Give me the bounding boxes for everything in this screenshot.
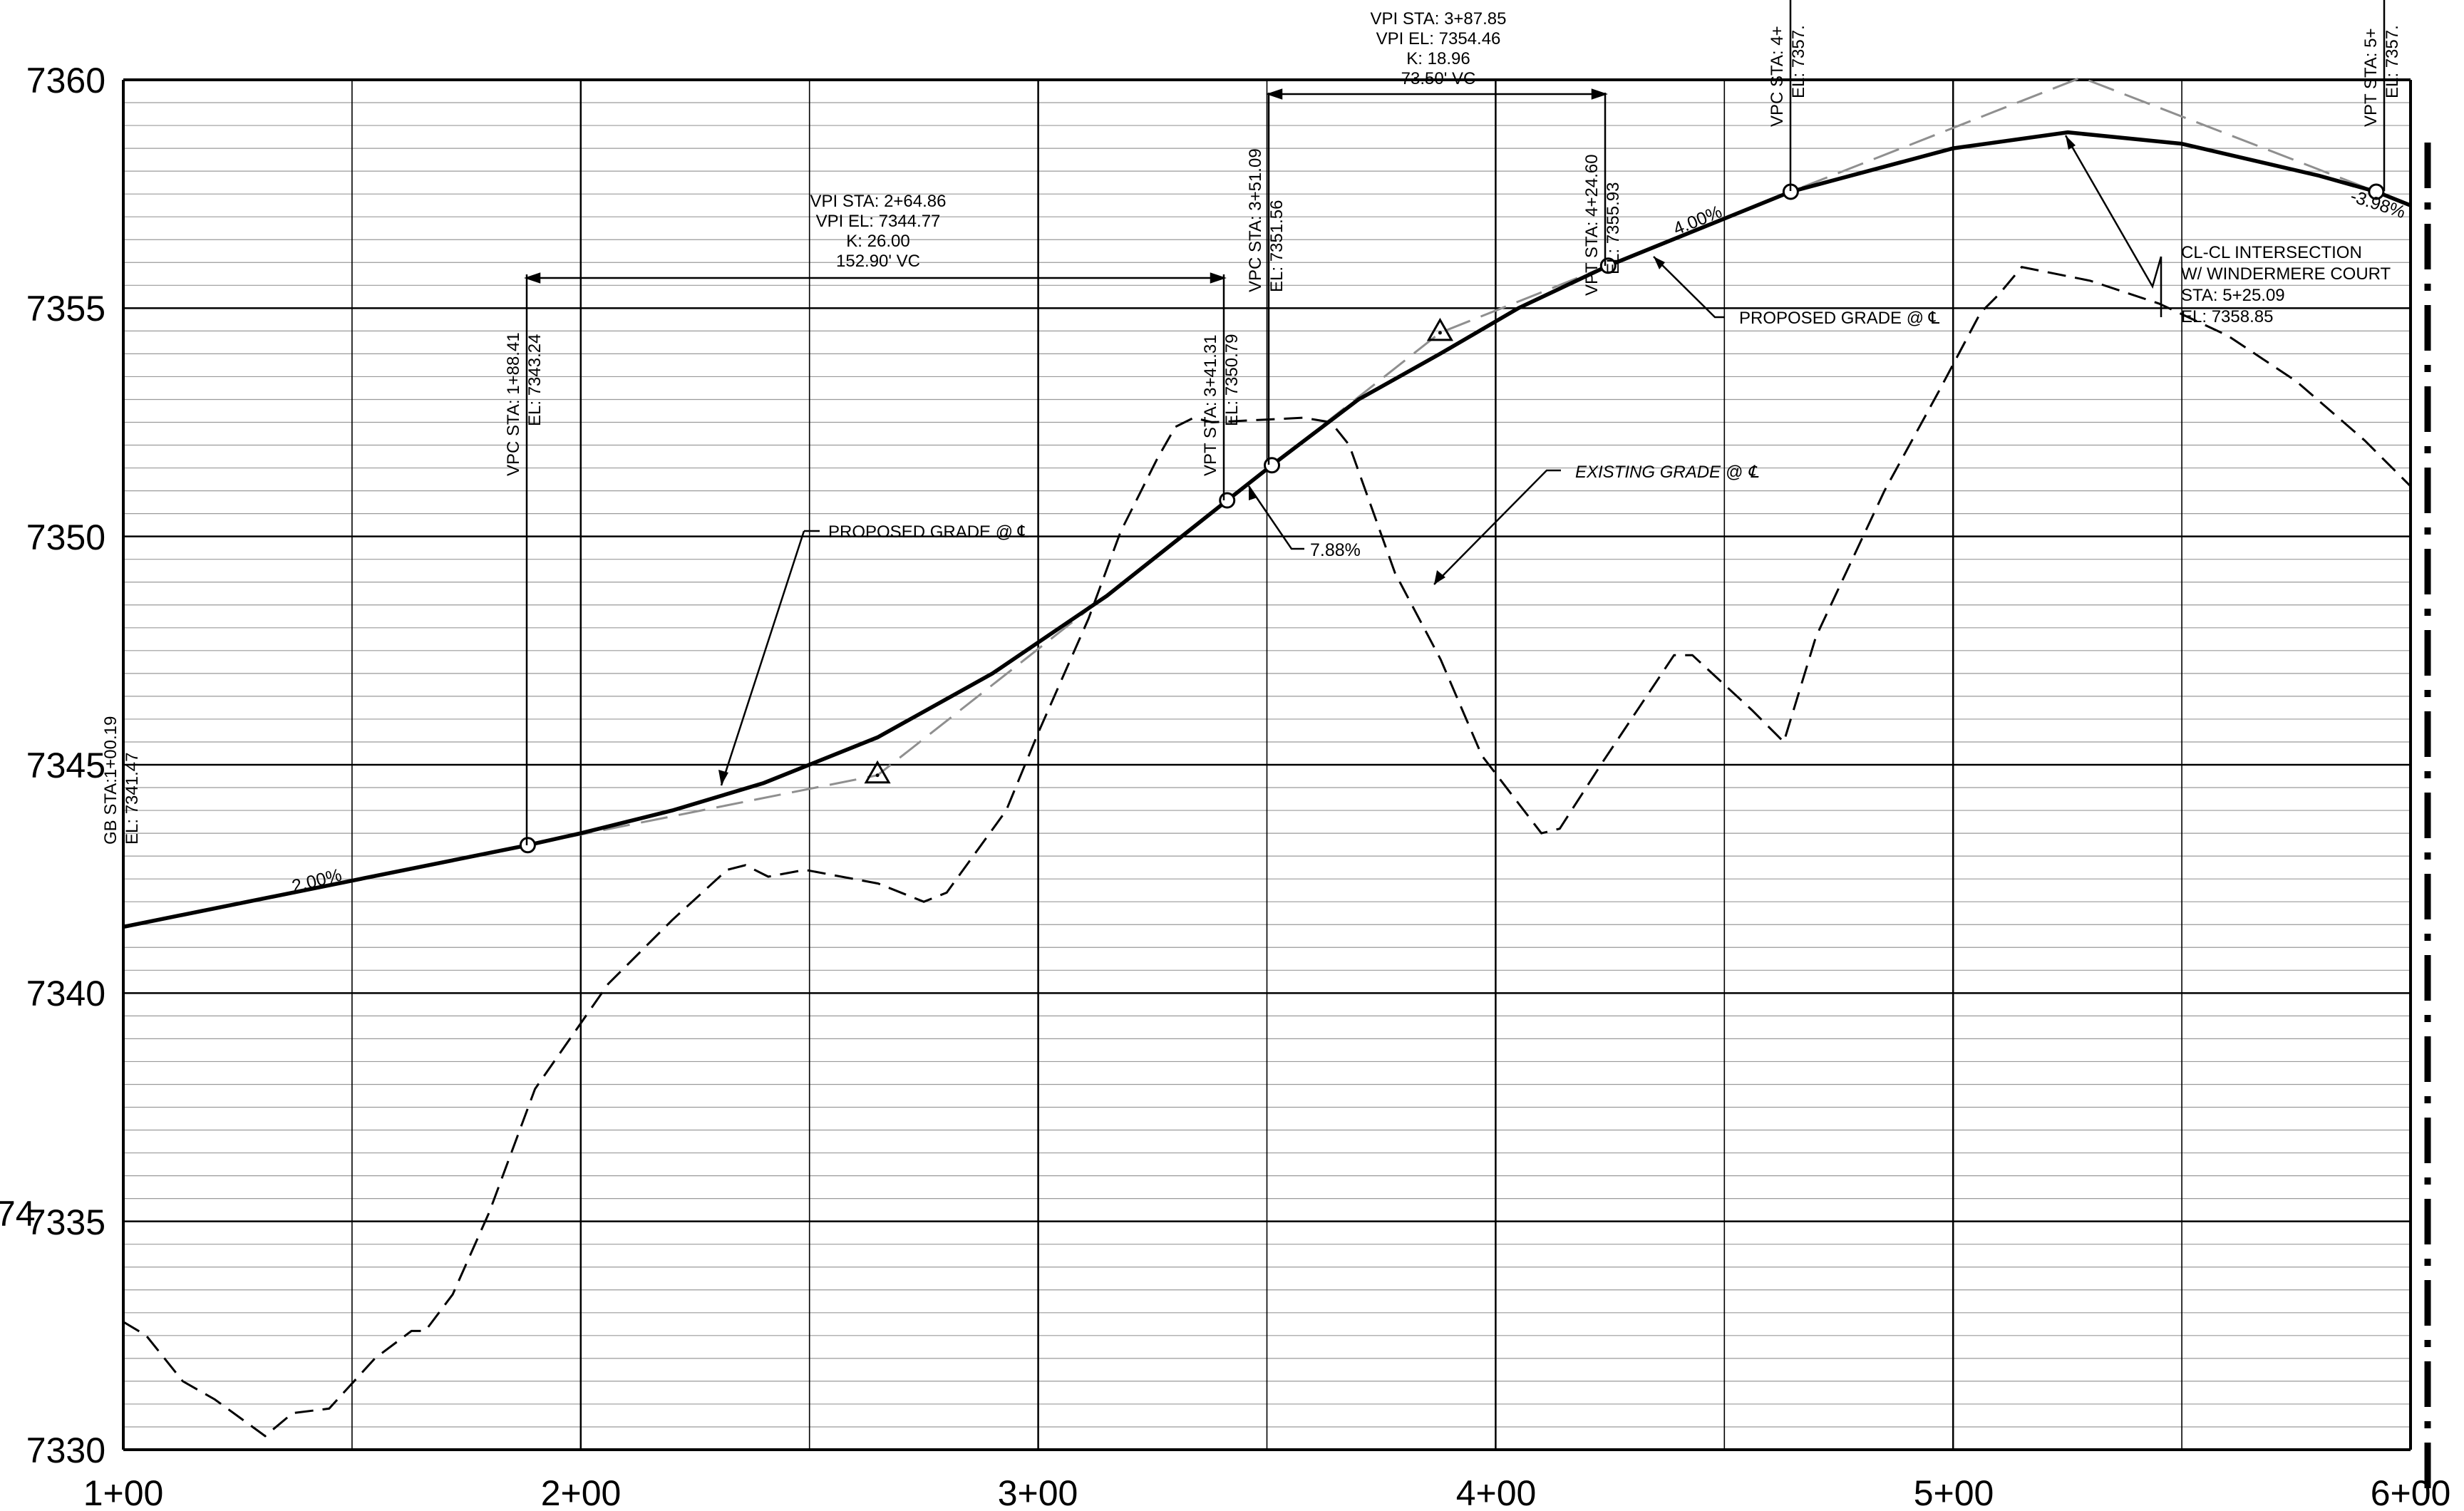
existing-grade-leader <box>1433 469 1561 585</box>
vpi2-vc: 73.50' VC <box>1401 69 1476 88</box>
vc2-arrow-left <box>1266 88 1283 100</box>
vpc1-sta: VPC STA: 1+88.41 <box>504 332 523 476</box>
station-label-3+00: 3+00 <box>998 1473 1078 1511</box>
elev-label-7350: 7350 <box>26 517 105 557</box>
vpi1-info: VPI STA: 2+64.86 VPI EL: 7344.77 K: 26.0… <box>810 192 946 271</box>
vc1-arrow-left <box>524 272 541 284</box>
grade-400-label: 4.00% <box>1671 202 1725 239</box>
vpi2-info: VPI STA: 3+87.85 VPI EL: 7354.46 K: 18.9… <box>1370 9 1506 88</box>
proposed-grade-1-label: PROPOSED GRADE @ ℄ <box>828 522 1029 542</box>
elev-label-7330: 7330 <box>26 1430 105 1470</box>
existing-grade-label: EXISTING GRADE @ ℄ <box>1575 463 1759 482</box>
gb-el: EL: 7341.47 <box>123 753 142 845</box>
intersection-line4: EL: 7358.85 <box>2181 307 2273 326</box>
intersection-arrowhead <box>2066 135 2076 150</box>
vpc2-sta: VPC STA: 3+51.09 <box>1246 148 1265 292</box>
existing-grade-arrowhead <box>1434 570 1445 584</box>
vpt1-el: EL: 7350.79 <box>1222 334 1242 426</box>
vpt1-callout: VPT STA: 3+41.31 EL: 7350.79 <box>1201 334 1242 476</box>
vpi1-el: VPI EL: 7344.77 <box>816 212 941 231</box>
tangent-lines <box>527 76 2377 847</box>
vpi2-sta: VPI STA: 3+87.85 <box>1370 9 1506 29</box>
vpc2-callout: VPC STA: 3+51.09 EL: 7351.56 <box>1246 148 1287 292</box>
gb-callout: GB STA:1+00.19 EL: 7341.47 <box>101 716 142 845</box>
vpt3-sta: VPT STA: 5+ <box>2361 28 2381 127</box>
elev-label-7340: 7340 <box>26 974 105 1014</box>
elevation-axis-labels: 7360 7355 7350 7345 7340 7335 7330 74 <box>0 61 105 1470</box>
profile-lines <box>123 76 2412 1438</box>
vpt2-el: EL: 7355.93 <box>1604 182 1623 274</box>
grade-labels: PROPOSED GRADE @ ℄ PROPOSED GRADE @ ℄ EX… <box>290 186 2408 897</box>
leader-arrowheads <box>718 135 2076 785</box>
elev-label-7355: 7355 <box>26 289 105 329</box>
pvi-dot-0 <box>875 773 880 778</box>
station-label-4+00: 4+00 <box>1456 1473 1537 1511</box>
vpi1-vc: 152.90' VC <box>836 252 920 271</box>
vpc1-el: EL: 7343.24 <box>525 334 545 426</box>
intersection-note: CL-CL INTERSECTION W/ WINDERMERE COURT S… <box>2181 243 2391 326</box>
vpi1-k: K: 26.00 <box>846 232 909 251</box>
vpc3-callout: VPC STA: 4+ EL: 7357. <box>1768 25 1808 127</box>
left-edge-fragment: 74 <box>0 1194 36 1234</box>
vc2-arrow-right <box>1591 88 1608 100</box>
grade-200-label: 2.00% <box>290 865 344 897</box>
intersection-line2: W/ WINDERMERE COURT <box>2181 264 2391 284</box>
vpc3-el: EL: 7357. <box>1789 25 1808 98</box>
proposed-grade-2-arrowhead <box>1654 257 1665 269</box>
grade-788-arrowhead <box>1249 486 1257 500</box>
proposed-grade-1-arrowhead <box>718 770 728 785</box>
intersection-line3: STA: 5+25.09 <box>2181 286 2285 305</box>
pvi-triangle-marker-0 <box>864 760 891 784</box>
vpt2-sta: VPT STA: 4+24.60 <box>1582 154 1602 296</box>
elev-label-7360: 7360 <box>26 61 105 100</box>
curve-point-marker-5 <box>2368 183 2385 200</box>
elev-label-7345: 7345 <box>26 746 105 785</box>
station-callouts: GB STA:1+00.19 EL: 7341.47 VPC STA: 1+88… <box>101 25 2402 845</box>
intersection-leader <box>2064 135 2163 289</box>
station-axis-labels: 1+00 2+00 3+00 4+00 5+00 6+00 <box>83 1473 2451 1511</box>
gb-sta: GB STA:1+00.19 <box>101 716 120 845</box>
vpi1-sta: VPI STA: 2+64.86 <box>810 192 946 211</box>
elev-label-7335: 7335 <box>26 1202 105 1242</box>
proposed-grade-2-leader <box>1653 256 1725 319</box>
proposed-grade-1-leader <box>720 530 805 786</box>
grade-788-label: 7.88% <box>1310 540 1361 560</box>
annotation-leaders <box>122 0 2386 925</box>
vpt1-sta: VPT STA: 3+41.31 <box>1201 334 1220 476</box>
existing-grade-line <box>123 266 2412 1438</box>
proposed-grade-line <box>123 130 2412 929</box>
vpi2-el: VPI EL: 7354.46 <box>1376 29 1501 48</box>
station-label-1+00: 1+00 <box>83 1473 164 1511</box>
station-label-2+00: 2+00 <box>541 1473 622 1511</box>
vpt3-el: EL: 7357. <box>2383 25 2402 98</box>
curve-point-marker-1 <box>1219 492 1236 509</box>
station-label-5+00: 5+00 <box>1914 1473 1994 1511</box>
intersection-line1: CL-CL INTERSECTION <box>2181 243 2362 262</box>
grade-788-leader <box>1247 485 1304 550</box>
vpt3-callout: VPT STA: 5+ EL: 7357. <box>2361 25 2402 127</box>
curve-point-marker-2 <box>1263 457 1280 474</box>
vc1-arrow-right <box>1210 272 1227 284</box>
pvi-dot-1 <box>1438 331 1442 335</box>
curve-point-marker-0 <box>519 837 536 854</box>
vpi2-k: K: 18.96 <box>1406 49 1470 68</box>
vpt2-callout: VPT STA: 4+24.60 EL: 7355.93 <box>1582 154 1623 296</box>
station-label-6+00: 6+00 <box>2371 1473 2451 1511</box>
pvi-triangle-marker-1 <box>1426 317 1454 341</box>
vpc3-sta: VPC STA: 4+ <box>1768 26 1787 127</box>
proposed-grade-2-label: PROPOSED GRADE @ ℄ <box>1739 309 1940 328</box>
vpc2-el: EL: 7351.56 <box>1267 200 1287 292</box>
vpc1-callout: VPC STA: 1+88.41 EL: 7343.24 <box>504 332 545 476</box>
